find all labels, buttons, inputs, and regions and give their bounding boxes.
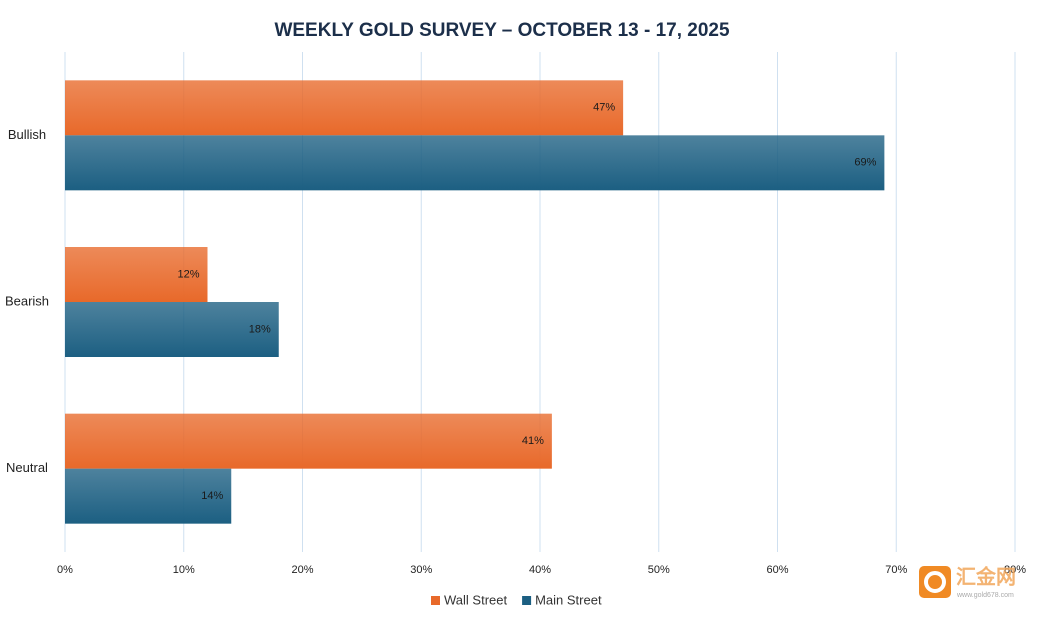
data-label: 12% [177,268,199,280]
legend-label: Main Street [535,592,602,607]
data-label: 41% [522,435,544,447]
x-tick-label: 0% [57,564,73,576]
bar [65,468,232,524]
legend-swatch [431,596,440,605]
bar [65,80,624,136]
category-label: Bearish [5,293,49,308]
watermark: 汇金网 www.gold678.com [919,564,1016,599]
data-label: 69% [854,157,876,169]
watermark-url: www.gold678.com [956,592,1014,599]
data-label: 14% [201,490,223,502]
bar [65,135,885,191]
legend-swatch [522,596,532,605]
x-tick-label: 60% [766,564,788,576]
bar [65,247,208,302]
x-tick-label: 40% [529,564,551,576]
watermark-logo-mark [924,571,946,593]
watermark-text: 汇金网 [956,564,1016,588]
bar [65,413,552,469]
x-tick-label: 20% [291,564,313,576]
x-tick-label: 70% [885,564,907,576]
x-tick-label: 30% [410,564,432,576]
category-label: Bullish [8,127,46,142]
watermark-logo [919,566,951,598]
x-tick-label: 80% [1004,564,1026,576]
data-label: 18% [249,323,271,335]
chart-title: WEEKLY GOLD SURVEY – OCTOBER 13 - 17, 20… [274,20,730,41]
data-label: 47% [593,102,615,114]
x-tick-label: 10% [173,564,195,576]
x-tick-label: 50% [648,564,670,576]
legend-label: Wall Street [444,592,507,607]
bar [65,302,279,357]
category-label: Neutral [6,460,48,475]
